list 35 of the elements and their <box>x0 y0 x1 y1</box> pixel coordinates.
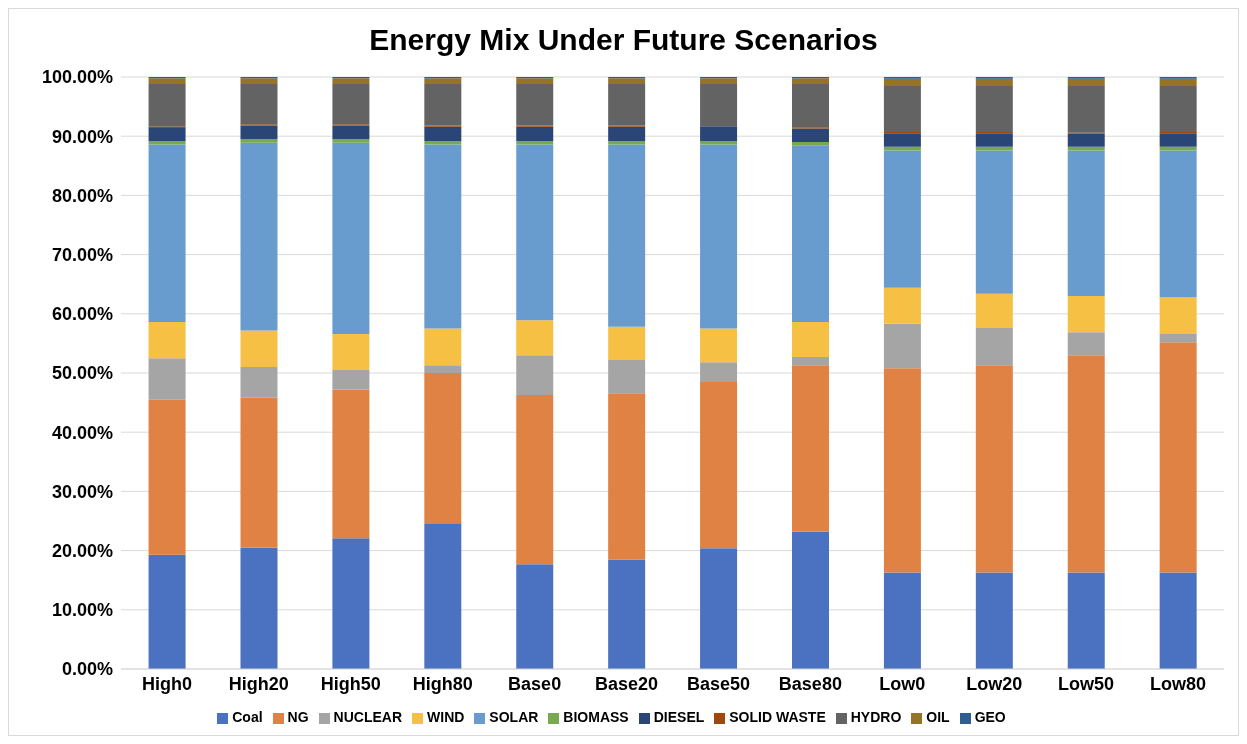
y-tick-label: 10.00% <box>51 600 113 621</box>
legend-label: HYDRO <box>850 709 902 725</box>
legend-label: DIESEL <box>653 709 705 725</box>
x-tick-label: Low20 <box>966 673 1023 694</box>
y-tick-label: 0.00% <box>61 659 113 680</box>
x-tick-label: High0 <box>141 673 192 694</box>
y-tick-label: 90.00% <box>51 126 113 147</box>
chart-title: Energy Mix Under Future Scenarios <box>368 23 879 58</box>
x-tick-label: Base20 <box>595 673 659 694</box>
x-tick-label: High80 <box>412 673 473 694</box>
legend-label: Coal <box>232 709 263 725</box>
y-tick-label: 40.00% <box>51 422 113 443</box>
legend-label: OIL <box>926 709 950 725</box>
y-tick-label: 50.00% <box>51 363 113 384</box>
x-tick-label: Base50 <box>686 673 750 694</box>
legend-label: BIOMASS <box>563 709 629 725</box>
x-tick-label: Low0 <box>879 673 926 694</box>
legend-label: SOLAR <box>489 709 539 725</box>
x-tick-label: Base0 <box>508 673 562 694</box>
y-tick-label: 100.00% <box>41 67 113 88</box>
x-tick-label: Low50 <box>1058 673 1115 694</box>
y-tick-label: 60.00% <box>51 304 113 325</box>
y-tick-label: 70.00% <box>51 244 113 265</box>
y-tick-label: 30.00% <box>51 481 113 502</box>
x-tick-label: Low80 <box>1150 673 1207 694</box>
legend-label: NUCLEAR <box>333 709 403 725</box>
x-tick-label: Base80 <box>778 673 842 694</box>
y-tick-label: 80.00% <box>51 185 113 206</box>
x-tick-label: High50 <box>320 673 381 694</box>
legend-label: WIND <box>427 709 465 725</box>
legend-label: GEO <box>974 709 1006 725</box>
y-tick-label: 20.00% <box>51 540 113 561</box>
x-tick-label: High20 <box>228 673 289 694</box>
legend-label: SOLID WASTE <box>729 709 826 725</box>
legend-label: NG <box>287 709 309 725</box>
